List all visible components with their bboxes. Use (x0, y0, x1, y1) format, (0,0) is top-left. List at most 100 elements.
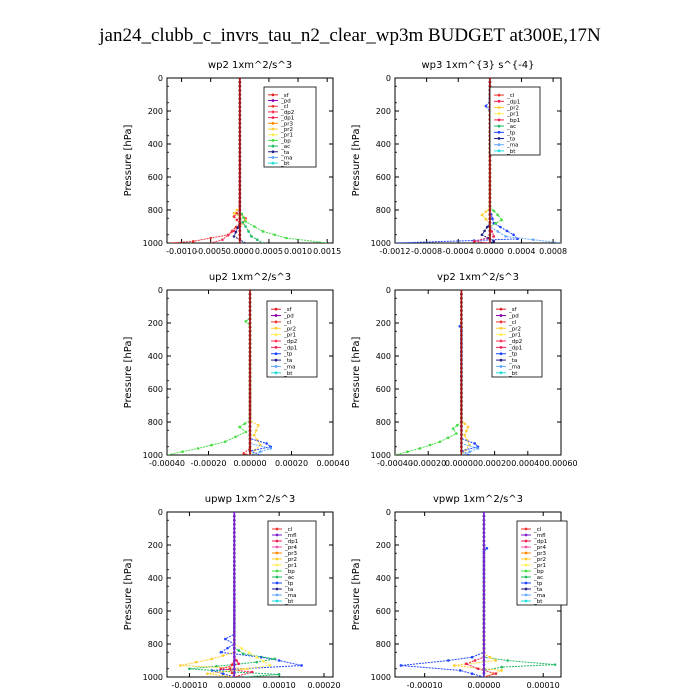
series-marker (232, 535, 236, 539)
series-marker (232, 634, 236, 638)
y-axis-label: Pressure [hPa] (123, 337, 134, 409)
legend-marker (271, 156, 275, 159)
series-marker (485, 225, 489, 229)
series-marker (460, 325, 463, 329)
series-marker (492, 240, 496, 243)
series-marker (482, 572, 486, 576)
x-tick-label: 0.00020 (478, 459, 511, 468)
panel-title: up2 1xm^2/s^3 (209, 272, 291, 283)
series-marker (238, 179, 242, 183)
legend-label: _ta (506, 137, 515, 143)
series-marker (494, 672, 498, 675)
series-marker (242, 216, 245, 219)
legend-label: _ma (533, 593, 545, 599)
y-tick-label: 200 (376, 107, 391, 116)
legend-marker (524, 581, 528, 585)
series-marker (248, 354, 252, 358)
series-marker (488, 167, 492, 171)
legend-marker (497, 99, 501, 103)
series-marker (482, 593, 486, 596)
series-marker (232, 597, 236, 600)
x-tick-label: 0.00040 (511, 459, 544, 468)
series-marker (238, 155, 242, 158)
series-marker (488, 183, 492, 187)
series-marker (238, 175, 242, 179)
legend-marker (524, 557, 528, 561)
series-marker (219, 650, 223, 654)
legend-label: _pr2 (533, 557, 546, 563)
series-marker (238, 146, 242, 150)
legend-label: _pr3 (280, 121, 294, 127)
series-marker (188, 667, 191, 671)
series-marker (460, 416, 463, 420)
series-marker (243, 422, 247, 425)
legend-marker (524, 599, 528, 603)
series-marker (488, 163, 492, 166)
legend-marker (499, 320, 503, 324)
series-marker (460, 433, 463, 436)
legend-marker (499, 371, 503, 375)
series-marker (248, 334, 252, 337)
series-marker (244, 220, 247, 223)
series-marker (458, 669, 462, 672)
budget-panel: upwp 1xm^2/s^3 Pressure [hPa] 0 200 400 600 80… (123, 494, 341, 690)
series-marker (277, 673, 281, 676)
series-marker (482, 622, 486, 625)
x-tick-label: -0.00020 (410, 459, 446, 468)
legend-label: _dp1 (533, 539, 547, 545)
series-marker (418, 447, 422, 450)
series-marker (230, 663, 234, 666)
series-marker (238, 117, 242, 121)
legend-label: _pr2 (284, 557, 297, 563)
series-marker (460, 350, 463, 354)
series-marker (268, 664, 272, 667)
legend-label: _bt (533, 599, 543, 605)
series-group (395, 290, 480, 455)
panel-title: vp2 1xm^2/s^3 (437, 272, 519, 283)
series-marker (406, 450, 409, 454)
series-marker (238, 225, 242, 228)
legend-marker (271, 110, 275, 114)
series-marker (248, 362, 252, 366)
series-marker (221, 238, 224, 241)
series-marker (460, 338, 463, 341)
series-marker (460, 358, 463, 362)
series-marker (482, 564, 486, 567)
y-tick-label: 1000 (371, 239, 391, 248)
budget-panel: vp2 1xm^2/s^3 Pressure [hPa] 0 200 400 600 800… (351, 272, 578, 468)
series-marker (238, 167, 242, 171)
series-marker (232, 671, 236, 675)
series-marker (238, 142, 242, 146)
series-marker (482, 613, 486, 617)
x-tick-label: 0.00060 (544, 459, 577, 468)
series-marker (241, 221, 245, 224)
y-tick-label: 200 (148, 541, 163, 550)
series-marker (482, 523, 486, 526)
y-axis-label: Pressure [hPa] (351, 125, 362, 197)
series-marker (238, 78, 242, 80)
legend-marker (524, 533, 528, 537)
series-marker (232, 626, 236, 629)
series-marker (248, 391, 252, 395)
series-marker (492, 235, 496, 238)
series-marker (248, 445, 252, 449)
legend-label: _ta (284, 587, 293, 593)
legend-label: _sf (280, 93, 290, 99)
series-marker (238, 126, 242, 129)
series-marker (238, 229, 242, 232)
series-marker (532, 238, 535, 241)
series-marker (194, 660, 198, 664)
series-marker (235, 218, 239, 222)
series-marker (460, 362, 463, 366)
legend-marker (271, 144, 275, 148)
legend-marker (497, 143, 501, 147)
series-marker (248, 358, 252, 362)
series-marker (238, 183, 242, 187)
y-tick-label: 1000 (371, 673, 391, 682)
series-marker (488, 233, 492, 237)
legend-label: _pr1 (508, 333, 521, 339)
series-marker (482, 626, 486, 629)
series-marker (238, 188, 242, 191)
series-marker (232, 229, 236, 233)
legend-label: _ta (508, 358, 517, 364)
